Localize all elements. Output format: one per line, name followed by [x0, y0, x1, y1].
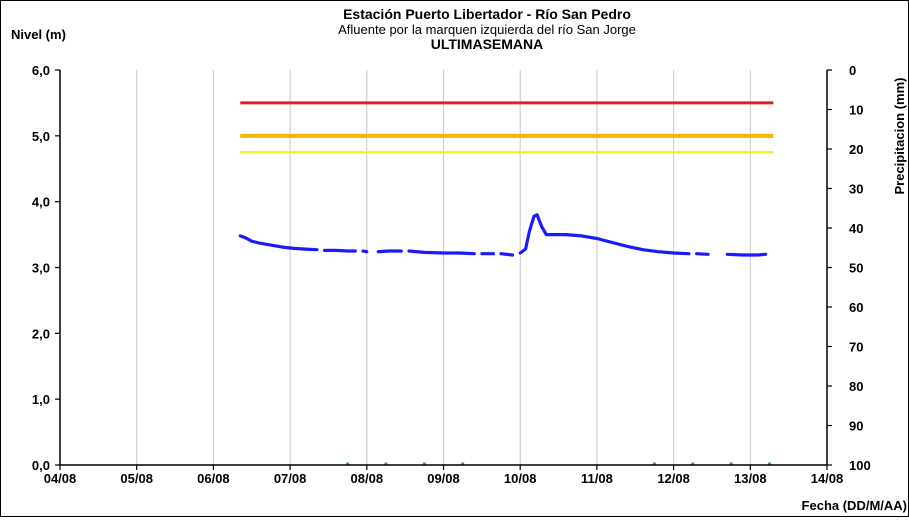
chart-subtitle: Afluente por la marquen izquierda del rí… [338, 22, 636, 37]
series-line-segment [238, 234, 319, 252]
x-tick-label: 08/08 [351, 471, 384, 486]
y-tick-label: 3,0 [32, 261, 50, 276]
chart-period: ULTIMASEMANA [431, 36, 544, 52]
y-tick-label: 2,0 [32, 326, 50, 341]
x-tick-label: 04/08 [44, 471, 77, 486]
y2-tick-label: 80 [849, 379, 863, 394]
y2-tick-label: 20 [849, 142, 863, 157]
y2-tick-label: 40 [849, 221, 863, 236]
gridlines [136, 70, 751, 465]
series-line-segment [725, 252, 768, 257]
x-tick-label: 13/08 [734, 471, 767, 486]
series-line-segment [518, 213, 691, 256]
y2-axis-label: Precipitacion (mm) [892, 77, 907, 194]
y2-tick-label: 70 [849, 340, 863, 355]
precipitation-point [729, 462, 733, 466]
y-axis-label: Nivel (m) [11, 27, 66, 42]
series-line-segment [361, 249, 369, 254]
x-tick-label: 09/08 [427, 471, 460, 486]
x-axis-label: Fecha (DD/M/AA) [802, 498, 907, 513]
axes [55, 69, 832, 470]
y-tick-label: 0,0 [32, 458, 50, 473]
y2-tick-label: 30 [849, 182, 863, 197]
y2-tick-label: 100 [849, 458, 871, 473]
x-tick-labels: 04/08 05/08 06/08 07/08 08/08 09/08 10/08 11/08… [44, 471, 844, 486]
precipitation-point [422, 462, 426, 466]
x-tick-label: 11/08 [581, 471, 613, 486]
y2-tick-label: 50 [849, 261, 863, 276]
y2-tick-labels: 0 10 20 30 40 50 60 70 80 90 100 [849, 63, 871, 473]
series-line-segment [499, 252, 515, 257]
x-tick-label: 10/08 [504, 471, 537, 486]
y-tick-label: 1,0 [32, 392, 50, 407]
precipitation-point [767, 462, 771, 466]
series-line-segment [695, 252, 710, 256]
x-tick-label: 12/08 [657, 471, 690, 486]
y2-tick-label: 10 [849, 103, 863, 118]
precipitation-point [691, 462, 695, 466]
x-tick-label: 05/08 [120, 471, 153, 486]
y-tick-label: 4,0 [32, 195, 50, 210]
series-line-segment [376, 249, 403, 254]
precipitation-point [384, 462, 388, 466]
precipitation-point [346, 462, 350, 466]
precipitation-point [461, 462, 465, 466]
series-line-segment [407, 249, 476, 256]
y2-tick-label: 60 [849, 300, 863, 315]
y-tick-label: 6,0 [32, 63, 50, 78]
y2-tick-label: 0 [849, 63, 856, 78]
y-tick-label: 5,0 [32, 129, 50, 144]
series-line-segment [323, 248, 357, 253]
level-series [238, 213, 768, 257]
precipitation-point [652, 462, 656, 466]
y2-tick-label: 90 [849, 419, 863, 434]
threshold-lines [240, 101, 774, 154]
chart-title: Estación Puerto Libertador - Río San Ped… [343, 6, 631, 22]
x-tick-label: 14/08 [811, 471, 844, 486]
x-tick-label: 06/08 [197, 471, 230, 486]
precipitation-series [346, 462, 771, 466]
y-tick-labels: 0,0 1,0 2,0 3,0 4,0 5,0 6,0 [32, 63, 50, 473]
x-tick-label: 07/08 [274, 471, 307, 486]
